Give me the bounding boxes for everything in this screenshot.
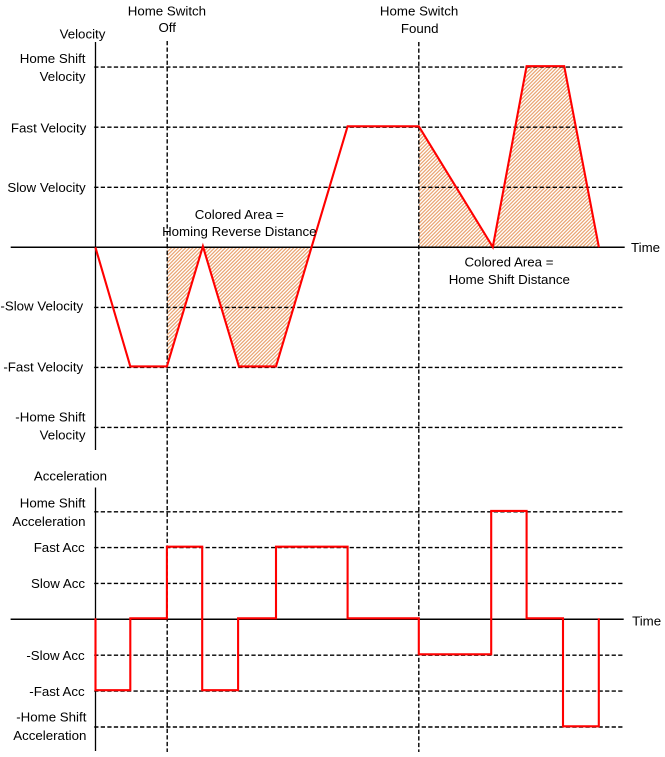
svg-text:Home Shift Distance: Home Shift Distance [449, 272, 570, 287]
svg-text:Velocity: Velocity [40, 69, 86, 84]
svg-text:Slow Velocity: Slow Velocity [7, 180, 86, 195]
svg-text:Velocity: Velocity [60, 27, 106, 42]
svg-text:Acceleration: Acceleration [13, 728, 86, 743]
svg-text:-Home Shift: -Home Shift [15, 409, 86, 424]
svg-text:-Fast Acc: -Fast Acc [29, 684, 85, 699]
svg-text:Acceleration: Acceleration [12, 514, 85, 529]
svg-text:Home Shift: Home Shift [20, 51, 86, 66]
svg-text:Colored Area =: Colored Area = [195, 207, 284, 222]
svg-text:Home Shift: Home Shift [20, 496, 86, 511]
svg-text:Velocity: Velocity [40, 428, 86, 443]
svg-text:Fast Acc: Fast Acc [34, 540, 85, 555]
svg-text:-Fast Velocity: -Fast Velocity [3, 359, 83, 374]
svg-text:Found: Found [401, 21, 439, 36]
svg-text:Home Switch: Home Switch [380, 4, 458, 19]
svg-text:Time: Time [632, 613, 661, 628]
svg-text:-Slow Acc: -Slow Acc [26, 648, 85, 663]
svg-text:Colored Area =: Colored Area = [464, 254, 553, 269]
svg-text:Slow Acc: Slow Acc [31, 576, 85, 591]
svg-text:-Slow Velocity: -Slow Velocity [0, 299, 83, 314]
svg-text:Off: Off [158, 20, 176, 35]
svg-text:Time: Time [631, 240, 660, 255]
svg-text:Home Switch: Home Switch [128, 4, 206, 19]
svg-text:-Home Shift: -Home Shift [16, 710, 87, 725]
svg-text:Fast Velocity: Fast Velocity [11, 120, 87, 135]
svg-text:Acceleration: Acceleration [34, 469, 107, 484]
svg-text:Homing Reverse Distance: Homing Reverse Distance [162, 224, 316, 239]
